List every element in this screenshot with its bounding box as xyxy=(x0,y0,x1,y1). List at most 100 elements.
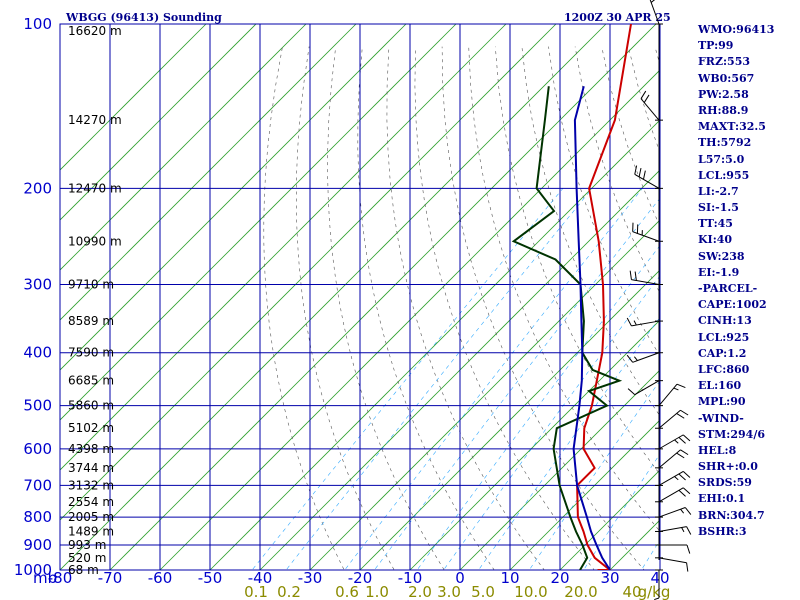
height-label: 5860 m xyxy=(68,399,114,413)
stat-item: EI:-1.9 xyxy=(698,265,740,279)
height-label: 4398 m xyxy=(68,442,114,456)
isotherm-line xyxy=(60,24,607,570)
stat-item: MAXT:32.5 xyxy=(698,120,766,134)
stat-item: TT:45 xyxy=(698,217,733,231)
height-label: 3744 m xyxy=(68,461,114,475)
mixing-ratio-label: 20.0 xyxy=(564,583,597,600)
wind-barb xyxy=(658,449,681,469)
stat-item: PW:2.58 xyxy=(698,87,749,101)
stat-item: TH:5792 xyxy=(698,136,752,150)
height-label: 2554 m xyxy=(68,495,114,509)
height-label: 2005 m xyxy=(68,510,114,524)
mixing-ratio-label: 1.0 xyxy=(365,583,389,600)
temperature-tick-label: 40 xyxy=(650,569,669,587)
temperature-tick-label: 30 xyxy=(600,569,619,587)
wind-barb xyxy=(658,434,684,450)
wind-barb xyxy=(634,380,660,396)
wind-barb-flag xyxy=(642,170,646,180)
temperature-tick-label: -40 xyxy=(248,569,273,587)
stat-item: WB0:567 xyxy=(698,71,755,85)
mixing-ratio-line xyxy=(641,539,660,570)
temperature-tick-label: 10 xyxy=(500,569,519,587)
temperature-tick-label: -80 xyxy=(48,569,73,587)
grid xyxy=(59,23,661,571)
isotherm-line xyxy=(60,24,407,371)
wind-barb xyxy=(632,352,660,363)
isotherm-line xyxy=(60,24,257,221)
stat-item: LFC:860 xyxy=(698,362,750,376)
wind-barb-flag xyxy=(686,544,691,554)
wind-barb xyxy=(658,487,684,503)
pressure-label: 600 xyxy=(23,440,52,458)
isotherm-line xyxy=(60,24,207,171)
isotherm-line xyxy=(309,219,660,570)
wind-barb-flag xyxy=(682,487,691,495)
chart-time: 1200Z 30 APR 25 xyxy=(564,11,671,24)
temperature-tick-label: -30 xyxy=(298,569,323,587)
height-label: 14270 m xyxy=(68,113,122,127)
wind-barb-flag xyxy=(681,527,685,533)
wind-barb-flag xyxy=(686,562,689,572)
stat-item: EL:160 xyxy=(698,379,742,393)
profile-line xyxy=(572,85,611,570)
isotherm-line xyxy=(259,169,660,570)
wind-barb-flag xyxy=(633,320,637,326)
temperature-tick-label: 20 xyxy=(550,569,569,587)
height-label: 3132 m xyxy=(68,478,114,492)
dry-adiabat-line xyxy=(327,46,445,570)
wind-barb-flag xyxy=(676,383,686,389)
stat-item: KI:40 xyxy=(698,233,733,247)
stat-item: -PARCEL- xyxy=(698,282,758,295)
pressure-label: 500 xyxy=(23,397,52,415)
wind-barb xyxy=(632,231,660,242)
pressure-label: 800 xyxy=(23,508,52,526)
height-label: 993 m xyxy=(68,538,106,552)
stat-item: SRDS:59 xyxy=(698,476,752,490)
mixing-ratio-label: 0.2 xyxy=(277,583,301,600)
wind-barb-flag xyxy=(650,0,656,3)
pressure-label: 1000 xyxy=(14,561,52,579)
wind-barb-flag xyxy=(640,90,647,99)
stat-item: STM:294/6 xyxy=(698,427,765,441)
pressure-label: 400 xyxy=(23,344,52,362)
mixing-ratio-label: 2.0 xyxy=(408,583,432,600)
profile-line xyxy=(576,24,632,570)
isotherm-line xyxy=(459,369,660,570)
profile-line xyxy=(511,86,623,570)
isotherm-line xyxy=(60,24,507,471)
dry-adiabat-line xyxy=(495,46,660,475)
wind-barb-flag xyxy=(676,452,685,459)
wind-panel xyxy=(626,0,692,600)
temperature-tick-label: -10 xyxy=(398,569,423,587)
height-label: 6685 m xyxy=(68,374,114,388)
mixing-ratio-line xyxy=(416,244,660,570)
pressure-label: 200 xyxy=(23,179,52,197)
stat-item: HEL:8 xyxy=(698,443,737,457)
wind-barb xyxy=(658,409,681,429)
stat-item: -WIND- xyxy=(698,411,744,425)
wind-barb-flag xyxy=(686,526,692,535)
wind-barb-flag xyxy=(629,270,632,280)
stat-item: FRZ:553 xyxy=(698,55,751,69)
pressure-label: 300 xyxy=(23,276,52,294)
background-lines xyxy=(60,24,660,570)
chart-title: WBGG (96413) Sounding xyxy=(65,11,222,24)
wind-barb-flag xyxy=(634,165,638,175)
wind-barb-flag xyxy=(678,473,686,481)
stat-item: CAPE:1002 xyxy=(698,298,767,312)
stat-item: WMO:96413 xyxy=(698,23,775,36)
height-label: 5102 m xyxy=(68,421,114,435)
stats-panel: WMO:96413 TP:99 FRZ:553 WB0:567 PW:2.58 RH:88… xyxy=(698,22,774,540)
wind-barb-flag xyxy=(634,271,637,281)
height-label: 1489 m xyxy=(68,524,114,538)
mixing-ratio-label: 3.0 xyxy=(437,583,461,600)
isotherm-line xyxy=(559,469,660,570)
wind-barb-flag xyxy=(674,439,679,444)
temperature-tick-label: -70 xyxy=(98,569,123,587)
wind-barb-flag xyxy=(684,507,692,515)
mixing-ratio-label: 10.0 xyxy=(514,583,547,600)
wind-barb-flag xyxy=(682,434,691,442)
height-label: 68 m xyxy=(68,563,99,577)
mixing-ratio-label: 0.1 xyxy=(244,583,268,600)
stat-item: SHR+:0.0 xyxy=(698,460,758,474)
